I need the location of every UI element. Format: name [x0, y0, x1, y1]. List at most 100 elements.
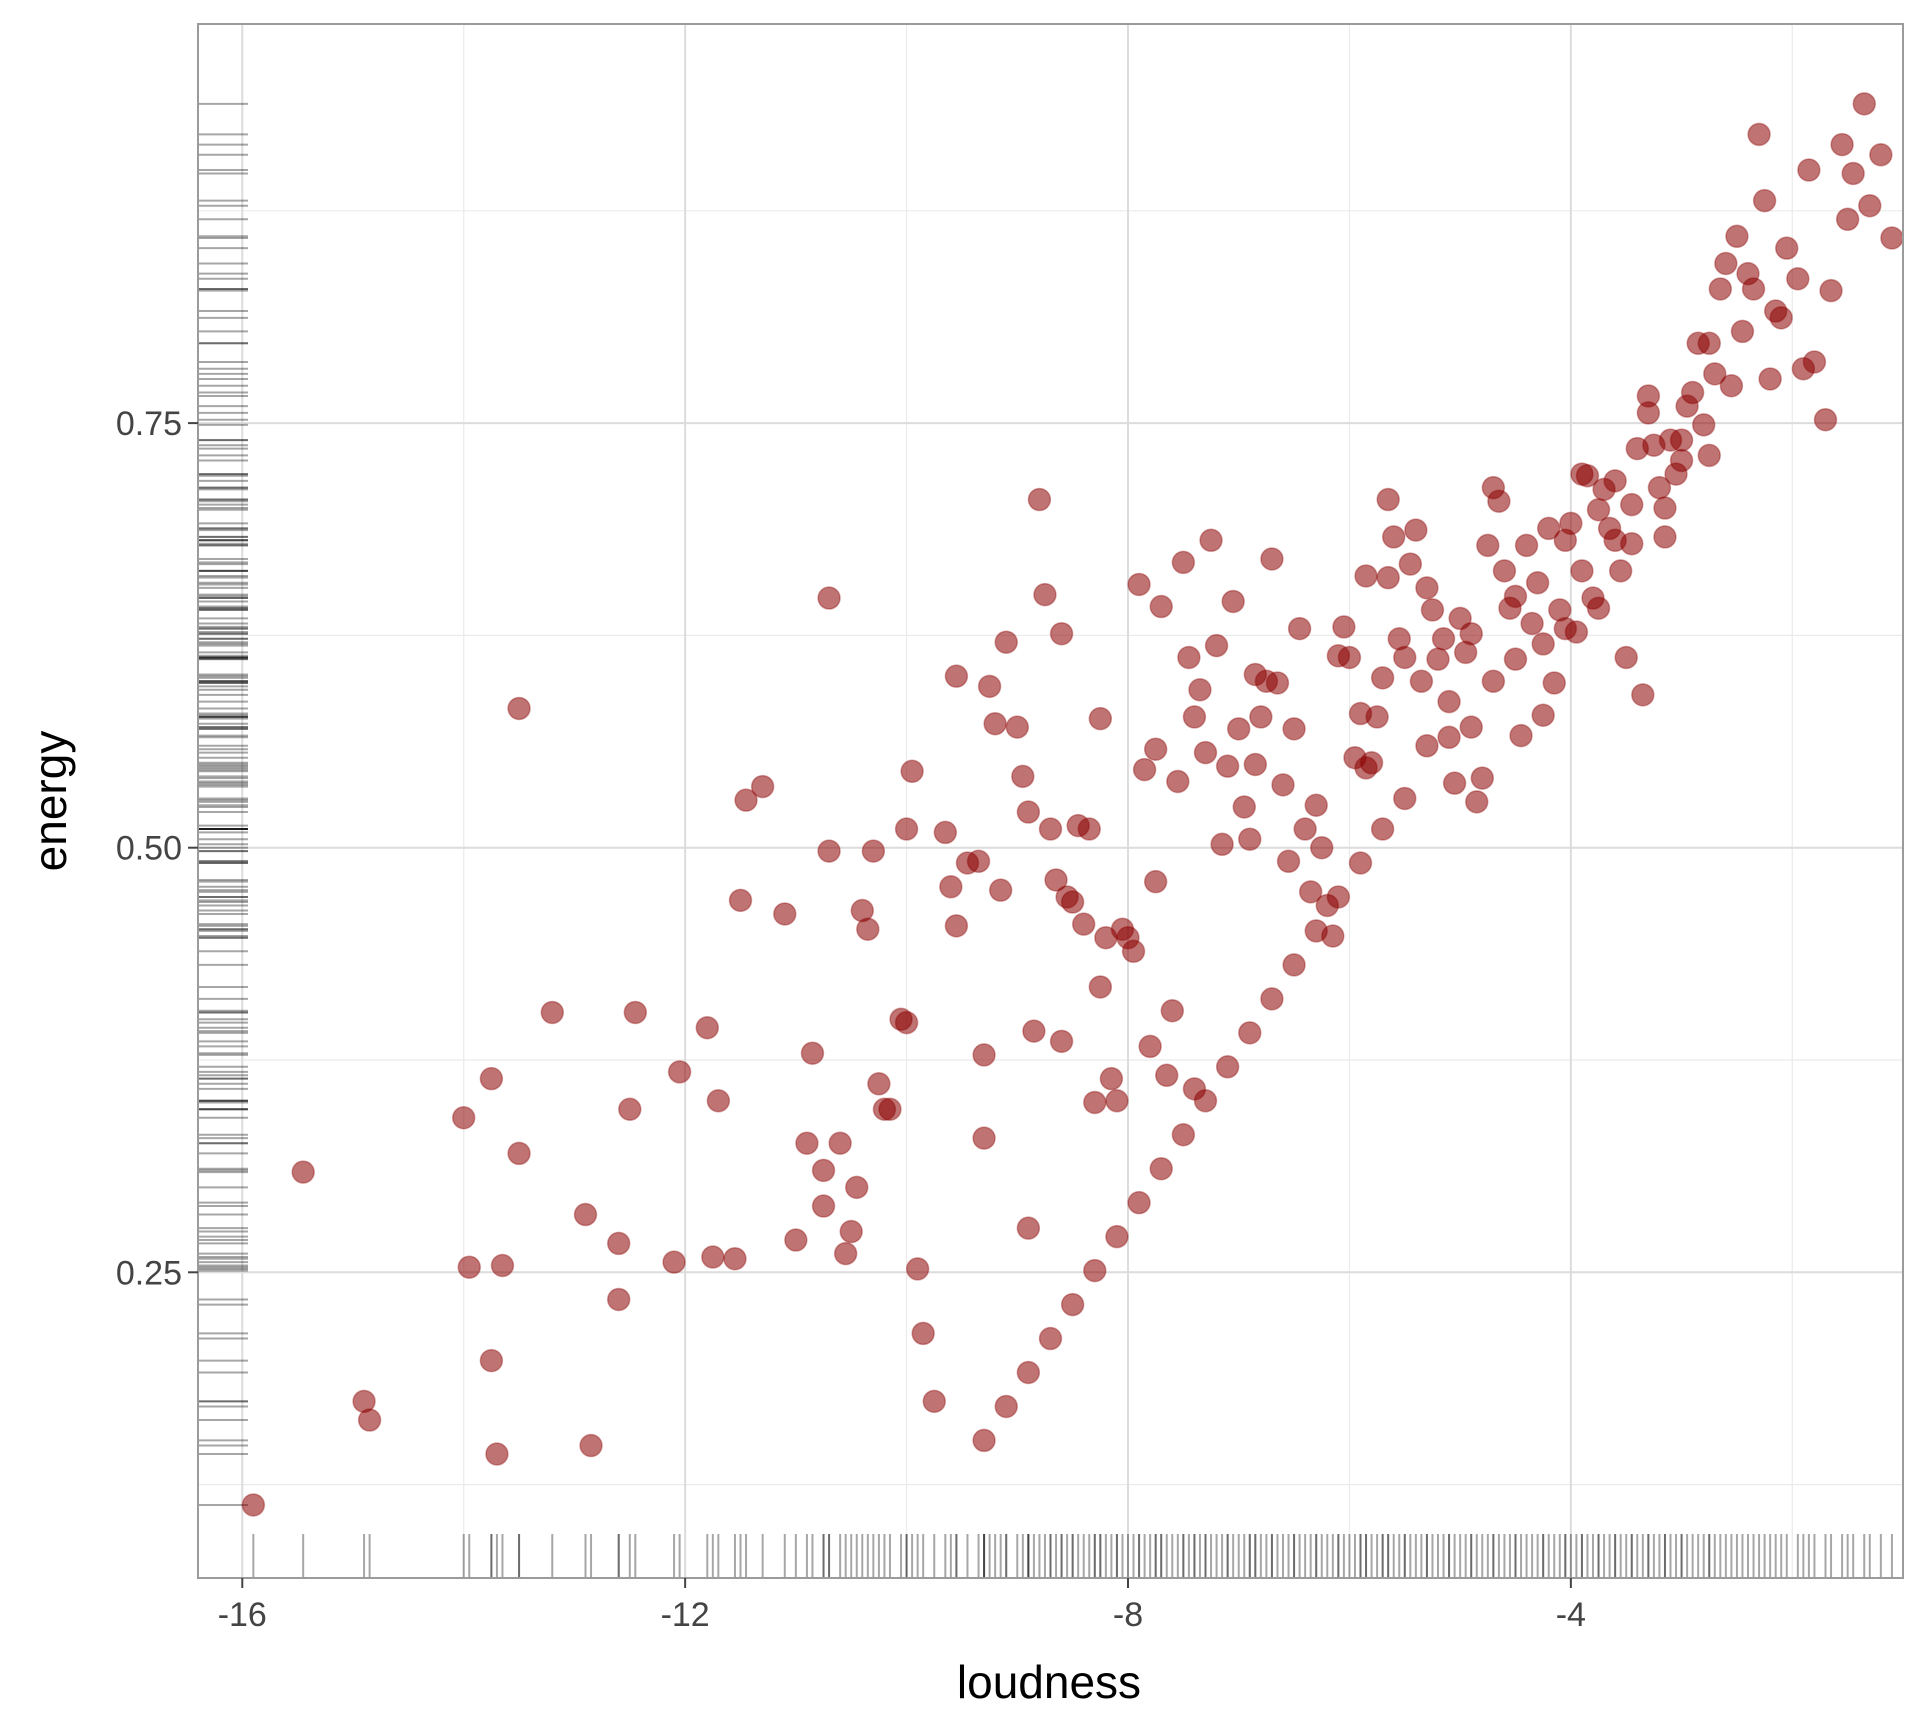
data-point — [966, 849, 991, 874]
data-point — [1404, 518, 1428, 542]
data-point — [972, 1043, 996, 1067]
data-point — [1819, 278, 1843, 303]
data-point — [1210, 832, 1234, 857]
data-point — [1631, 683, 1655, 707]
data-point — [357, 1408, 382, 1432]
data-point — [1077, 817, 1101, 841]
data-point — [1060, 890, 1085, 914]
data-point — [1437, 725, 1461, 750]
data-point — [667, 1060, 692, 1084]
data-point — [1088, 706, 1113, 731]
data-point — [1393, 645, 1417, 670]
data-point — [1171, 550, 1196, 575]
data-point — [905, 1257, 930, 1281]
data-point — [994, 630, 1018, 654]
data-point — [1653, 525, 1677, 549]
data-point — [1215, 754, 1240, 778]
data-point — [1005, 715, 1030, 739]
data-point — [1813, 407, 1838, 432]
data-point — [1071, 912, 1096, 936]
data-point — [1276, 849, 1301, 874]
data-point — [1044, 868, 1068, 892]
data-point — [1365, 705, 1389, 729]
data-point — [1326, 885, 1351, 909]
data-point — [1470, 766, 1495, 790]
data-point — [1797, 158, 1821, 182]
data-point — [1127, 572, 1151, 597]
data-point — [1249, 705, 1273, 729]
data-point — [1603, 528, 1627, 553]
data-point — [1835, 207, 1860, 232]
data-point — [1420, 598, 1445, 622]
data-point — [817, 839, 841, 863]
x-tick-label: -4 — [1556, 1596, 1586, 1634]
data-point — [1260, 547, 1284, 571]
data-point — [1841, 161, 1865, 186]
data-point — [1221, 589, 1245, 614]
data-point — [1575, 464, 1600, 488]
data-point — [1719, 374, 1744, 398]
data-point — [1381, 525, 1406, 549]
data-point — [706, 1089, 731, 1113]
data-point — [845, 1175, 869, 1200]
data-point — [1503, 584, 1528, 609]
data-point — [1138, 1034, 1162, 1059]
data-point — [701, 1245, 725, 1269]
data-point — [1531, 632, 1555, 656]
data-point — [1586, 596, 1611, 620]
data-point — [485, 1442, 509, 1466]
x-axis-ticks: -16 -12 -8 -4 — [218, 1578, 1586, 1634]
data-point — [1636, 401, 1661, 425]
data-point — [1680, 380, 1705, 405]
data-point — [1016, 1216, 1041, 1240]
data-point — [1105, 1089, 1129, 1113]
data-point — [1271, 773, 1295, 797]
data-point — [1531, 703, 1555, 727]
data-point — [1016, 800, 1041, 824]
data-point — [1465, 790, 1489, 814]
data-point — [1238, 1021, 1262, 1045]
data-point — [1049, 1029, 1074, 1054]
data-point — [1880, 226, 1904, 250]
data-point — [1149, 1156, 1173, 1181]
data-point — [1370, 666, 1395, 690]
data-point — [1830, 132, 1854, 157]
data-point — [795, 1131, 819, 1155]
data-point — [1304, 919, 1328, 943]
data-point — [1437, 689, 1461, 714]
y-tick-label: 0.75 — [116, 405, 182, 443]
x-tick-label: -8 — [1113, 1596, 1143, 1634]
data-point — [972, 1428, 996, 1453]
data-point — [1155, 1063, 1179, 1088]
data-point — [1049, 621, 1074, 646]
x-tick-label: -16 — [218, 1596, 267, 1634]
data-point — [1509, 723, 1533, 748]
data-point — [1786, 267, 1810, 291]
data-point — [1105, 1224, 1129, 1249]
data-point — [1204, 633, 1229, 658]
data-point — [944, 664, 969, 688]
data-point — [1725, 224, 1749, 249]
data-point — [1188, 678, 1212, 702]
data-point — [1426, 647, 1450, 671]
data-point — [1121, 939, 1146, 964]
data-point — [291, 1160, 315, 1184]
plot-background — [198, 24, 1903, 1578]
data-point — [1730, 319, 1755, 344]
data-point — [1337, 645, 1362, 670]
data-point — [1415, 734, 1439, 758]
data-point — [1431, 627, 1456, 651]
data-point — [540, 1000, 565, 1025]
data-point — [479, 1348, 504, 1373]
data-point — [1060, 1292, 1085, 1317]
data-point — [1171, 1122, 1196, 1147]
data-point — [1282, 717, 1306, 741]
data-point — [922, 1389, 946, 1414]
data-point — [734, 788, 758, 812]
data-point — [833, 1241, 858, 1266]
data-point — [1398, 552, 1423, 576]
data-point — [1027, 487, 1052, 512]
data-point — [933, 820, 958, 845]
data-point — [1442, 771, 1467, 795]
